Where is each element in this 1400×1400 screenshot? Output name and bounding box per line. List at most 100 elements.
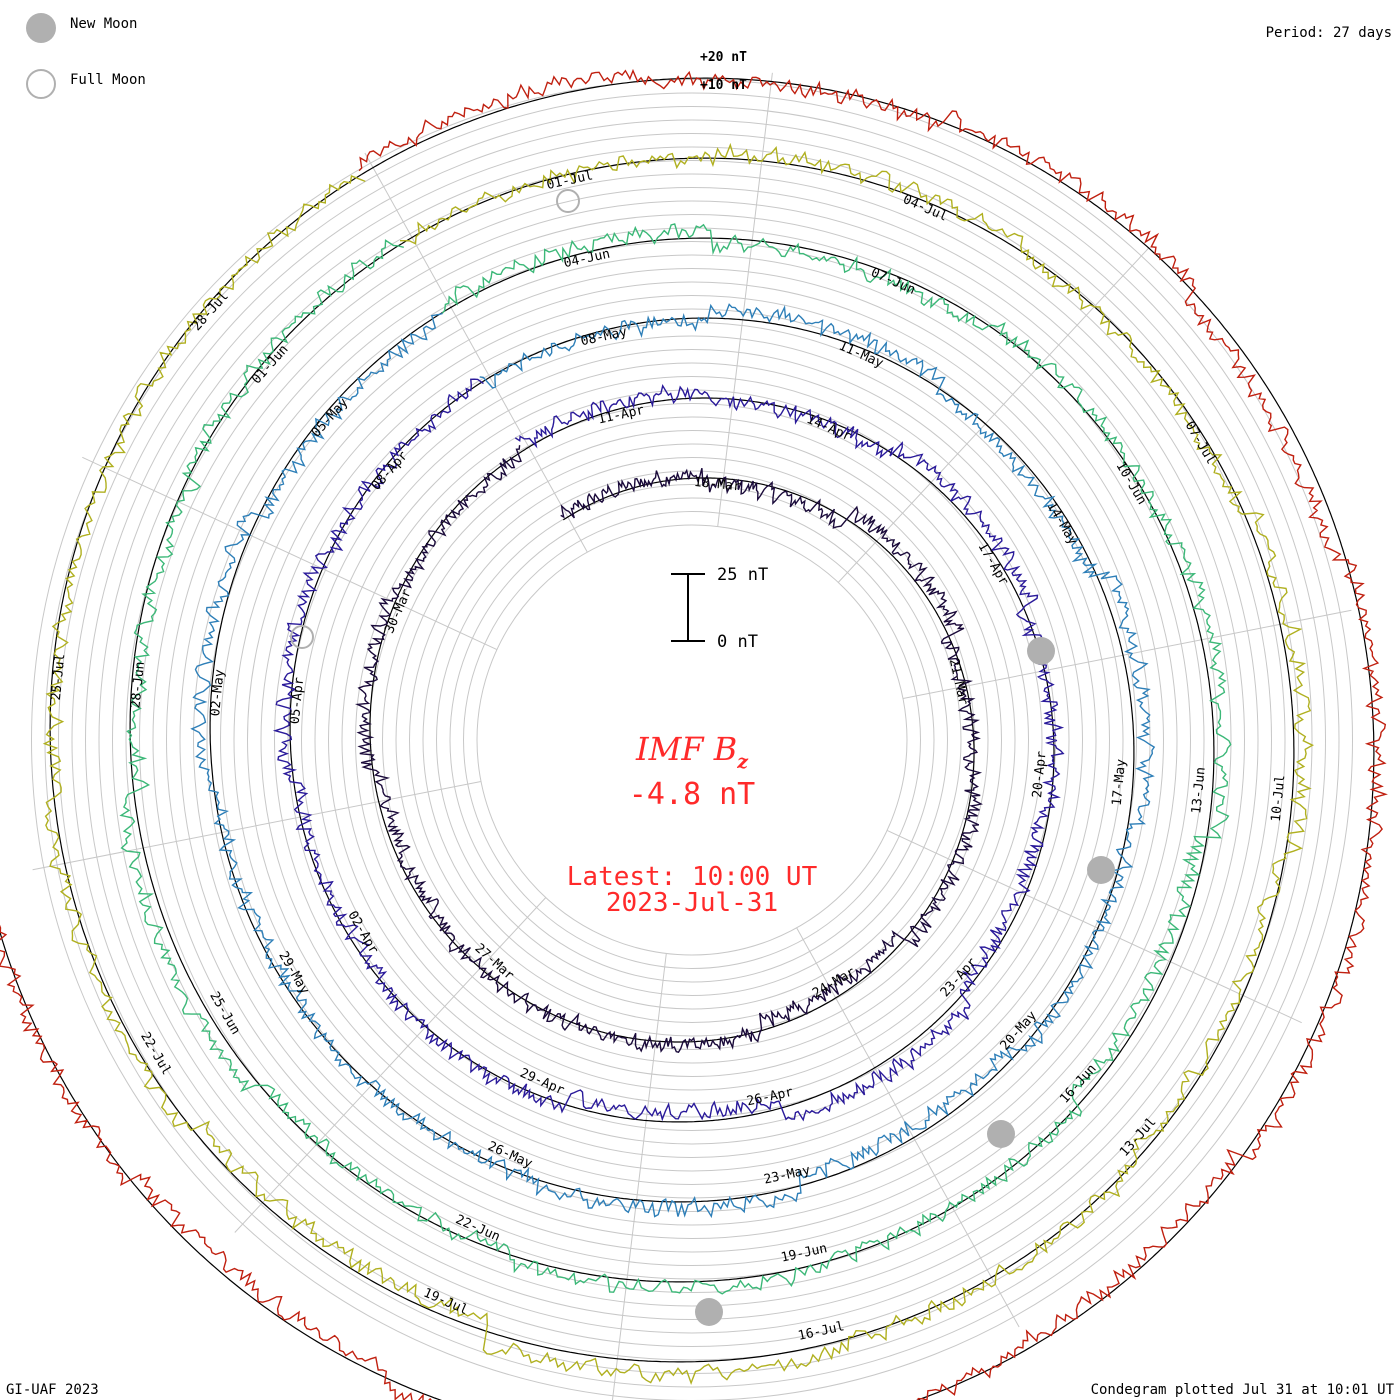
date-label: 08-Apr bbox=[369, 448, 412, 493]
grid-ring bbox=[422, 470, 962, 1010]
date-label: 13-Jun bbox=[1189, 766, 1209, 814]
grid-ring bbox=[125, 173, 1259, 1307]
date-label: 26-May bbox=[485, 1139, 534, 1172]
grid-ring bbox=[85, 133, 1299, 1347]
date-label: 21-Mar bbox=[946, 657, 971, 706]
latest-time: Latest: 10:00 UT bbox=[567, 862, 818, 892]
new-moon-marker bbox=[987, 1120, 1015, 1148]
grid-ring bbox=[71, 119, 1313, 1361]
grid-ring bbox=[112, 160, 1272, 1320]
series-line bbox=[354, 445, 983, 1053]
grid-ring bbox=[58, 106, 1326, 1374]
date-label: 29-May bbox=[275, 949, 312, 997]
grid-ring bbox=[463, 511, 921, 969]
grid-ring bbox=[260, 308, 1124, 1172]
full-moon-label: Full Moon bbox=[70, 72, 146, 88]
moon-markers bbox=[290, 189, 1115, 1326]
grid-ring bbox=[436, 484, 948, 996]
grid-ring bbox=[220, 268, 1164, 1212]
series-line bbox=[119, 223, 1232, 1295]
full-moon-icon bbox=[26, 69, 56, 99]
period-label: Period: 27 days bbox=[1266, 25, 1392, 41]
legend: New Moon Full Moon bbox=[26, 13, 146, 99]
date-label: 16-Jul bbox=[797, 1319, 846, 1344]
grid-ring bbox=[395, 443, 989, 1037]
series-line bbox=[0, 68, 1388, 1400]
grid-spoke bbox=[234, 897, 547, 1233]
scale-bar: 25 nT 0 nT bbox=[671, 565, 768, 652]
new-moon-icon bbox=[26, 13, 56, 43]
full-moon-marker bbox=[290, 625, 314, 649]
grid-ring bbox=[368, 416, 1016, 1064]
date-label: 04-Jul bbox=[901, 192, 950, 225]
series-layer bbox=[0, 68, 1388, 1400]
grid-ring bbox=[247, 295, 1137, 1185]
grid-spoke bbox=[717, 72, 773, 527]
date-label: 20-Apr bbox=[1030, 750, 1050, 798]
series-line bbox=[272, 378, 1065, 1122]
date-label: 17-May bbox=[1110, 758, 1130, 806]
date-label: 27-Mar bbox=[472, 941, 517, 984]
baseline-spiral bbox=[369, 450, 975, 1043]
center-readout: IMF Bz -4.8 nT Latest: 10:00 UT 2023-Jul… bbox=[567, 730, 818, 918]
grid-ring bbox=[193, 241, 1191, 1239]
date-label: 10-Jul bbox=[1269, 774, 1289, 822]
grid-spoke bbox=[82, 456, 498, 651]
plotted-label: Condegram plotted Jul 31 at 10:01 UT bbox=[1091, 1382, 1395, 1398]
date-label: 18-Mar bbox=[693, 475, 741, 495]
parameter-title: IMF Bz bbox=[635, 730, 749, 773]
grid-ring bbox=[314, 362, 1070, 1118]
baseline-spiral bbox=[49, 157, 1295, 1363]
date-label: 05-May bbox=[309, 395, 352, 440]
baseline-spiral bbox=[289, 381, 1055, 1123]
ring-scale-label: +20 nT bbox=[700, 50, 747, 65]
date-label: 22-Jun bbox=[453, 1212, 502, 1245]
full-moon-marker bbox=[556, 189, 580, 213]
grid-ring bbox=[355, 403, 1029, 1077]
ring-scale-label: +10 nT bbox=[700, 78, 747, 93]
new-moon-marker bbox=[695, 1298, 723, 1326]
date-label: 07-Jun bbox=[868, 265, 917, 298]
grid-spoke bbox=[611, 953, 667, 1400]
date-label: 22-Jul bbox=[137, 1030, 174, 1078]
grid-ring bbox=[233, 281, 1151, 1199]
new-moon-marker bbox=[1027, 637, 1055, 665]
grid-ring bbox=[274, 322, 1110, 1158]
grid-spoke bbox=[32, 781, 482, 871]
grid-ring bbox=[44, 92, 1340, 1388]
current-value: -4.8 nT bbox=[629, 777, 755, 812]
series-line bbox=[42, 142, 1315, 1386]
date-label: 19-Jun bbox=[780, 1241, 829, 1266]
grid-spoke bbox=[796, 927, 1020, 1328]
date-label: 05-Apr bbox=[288, 676, 308, 724]
grid-spoke bbox=[364, 152, 588, 553]
date-label: 25-Jul bbox=[49, 653, 69, 701]
date-label: 23-Apr bbox=[938, 955, 981, 1000]
grid-ring bbox=[382, 430, 1002, 1050]
scale-bar-bottom-label: 0 nT bbox=[717, 632, 758, 652]
date-label: 11-Apr bbox=[597, 403, 646, 428]
latest-date: 2023-Jul-31 bbox=[606, 888, 778, 918]
date-label: 01-Jun bbox=[249, 342, 291, 387]
grid-ring bbox=[206, 254, 1178, 1226]
parameter-main: IMF B bbox=[635, 730, 737, 768]
date-label: 07-Jul bbox=[1182, 419, 1219, 467]
date-label: 20-May bbox=[998, 1008, 1041, 1053]
baseline-spiral bbox=[0, 77, 1375, 1400]
new-moon-label: New Moon bbox=[70, 16, 137, 32]
grid-ring bbox=[139, 187, 1245, 1293]
series-line bbox=[190, 303, 1156, 1219]
date-label: 28-Jun bbox=[128, 661, 148, 709]
grid-ring bbox=[341, 389, 1043, 1091]
credit-label: GI-UAF 2023 bbox=[6, 1382, 99, 1398]
date-label: 02-May bbox=[208, 669, 228, 717]
new-moon-marker bbox=[1087, 856, 1115, 884]
grid-ring bbox=[166, 214, 1218, 1266]
grid-ring bbox=[301, 349, 1083, 1131]
grid-ring bbox=[179, 227, 1205, 1253]
grid-ring bbox=[476, 524, 908, 956]
grid-ring bbox=[152, 200, 1232, 1280]
date-label: 19-Jul bbox=[421, 1286, 470, 1319]
date-label: 17-Apr bbox=[974, 540, 1011, 588]
